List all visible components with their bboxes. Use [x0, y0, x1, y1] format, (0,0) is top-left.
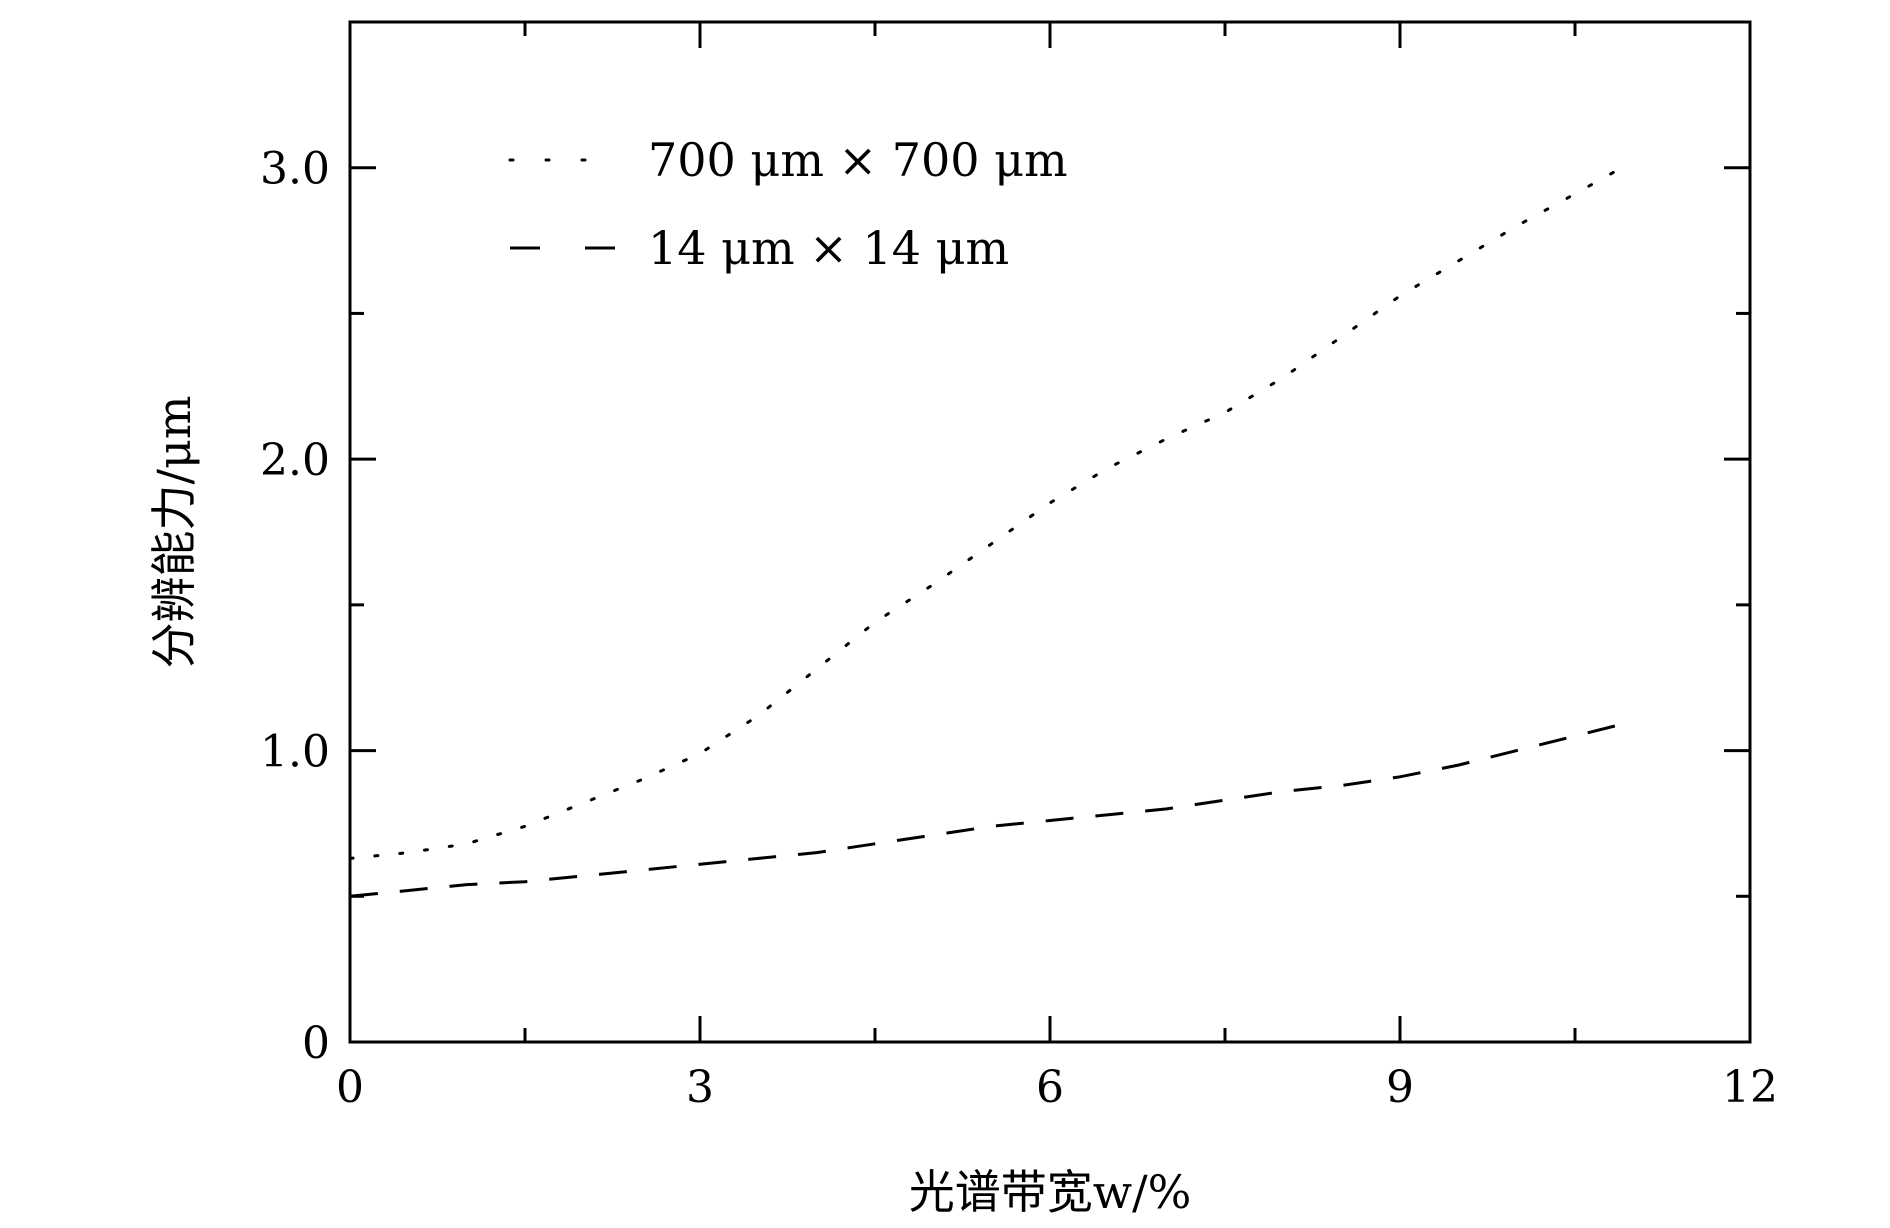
series-line-2: [349, 722, 1623, 898]
y-tick-label: 0: [302, 1018, 330, 1069]
y-tick-label: 1.0: [260, 727, 330, 778]
series-line-1: [348, 166, 1624, 860]
x-axis-label: 光谱带宽w/%: [909, 1165, 1192, 1219]
ticks: [348, 22, 1752, 1044]
y-tick-label: 2.0: [260, 435, 330, 486]
tick-labels: 0 3 6 9 12 0 1.0 2.0 3.0: [260, 144, 1778, 1113]
x-tick-label: 12: [1722, 1062, 1778, 1113]
y-tick-label: 3.0: [260, 144, 330, 195]
x-tick-label: 9: [1386, 1062, 1414, 1113]
x-tick-label: 3: [686, 1062, 714, 1113]
y-axis-label: 分辨能力/μm: [147, 395, 201, 668]
x-tick-label: 6: [1036, 1062, 1064, 1113]
legend-label-1: 700 μm × 700 μm: [648, 133, 1068, 187]
series-layer: [348, 166, 1624, 898]
legend: 700 μm × 700 μm 14 μm × 14 μm: [508, 133, 1068, 275]
legend-label-2: 14 μm × 14 μm: [648, 221, 1009, 275]
x-tick-label: 0: [336, 1062, 364, 1113]
